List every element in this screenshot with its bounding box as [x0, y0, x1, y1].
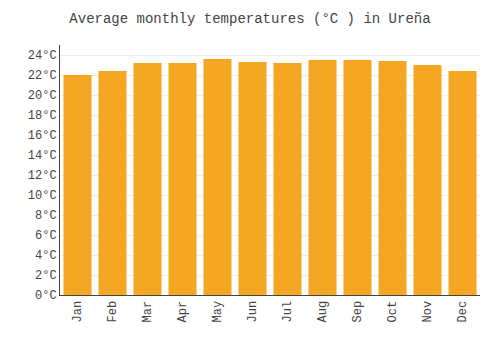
svg-text:Jan: Jan [71, 301, 85, 323]
svg-text:8°C: 8°C [35, 209, 57, 223]
svg-text:16°C: 16°C [28, 129, 57, 143]
svg-text:4°C: 4°C [35, 249, 57, 263]
svg-text:Oct: Oct [386, 301, 400, 323]
svg-text:Nov: Nov [421, 301, 435, 323]
svg-text:0°C: 0°C [35, 289, 57, 303]
svg-text:Jun: Jun [246, 301, 260, 323]
svg-text:Average monthly temperatures (: Average monthly temperatures (°C ) in Ur… [69, 11, 430, 27]
svg-text:10°C: 10°C [28, 189, 57, 203]
svg-text:12°C: 12°C [28, 169, 57, 183]
svg-text:Feb: Feb [106, 301, 120, 323]
svg-text:Apr: Apr [176, 301, 190, 323]
svg-text:Aug: Aug [316, 301, 330, 323]
svg-text:May: May [211, 301, 225, 323]
svg-text:18°C: 18°C [28, 109, 57, 123]
svg-text:Mar: Mar [141, 301, 155, 323]
svg-text:Jul: Jul [281, 301, 295, 323]
svg-text:14°C: 14°C [28, 149, 57, 163]
svg-text:Sep: Sep [351, 301, 365, 323]
svg-text:6°C: 6°C [35, 229, 57, 243]
svg-text:20°C: 20°C [28, 89, 57, 103]
svg-text:2°C: 2°C [35, 269, 57, 283]
svg-text:24°C: 24°C [28, 49, 57, 63]
svg-text:22°C: 22°C [28, 69, 57, 83]
svg-text:Dec: Dec [456, 301, 470, 323]
